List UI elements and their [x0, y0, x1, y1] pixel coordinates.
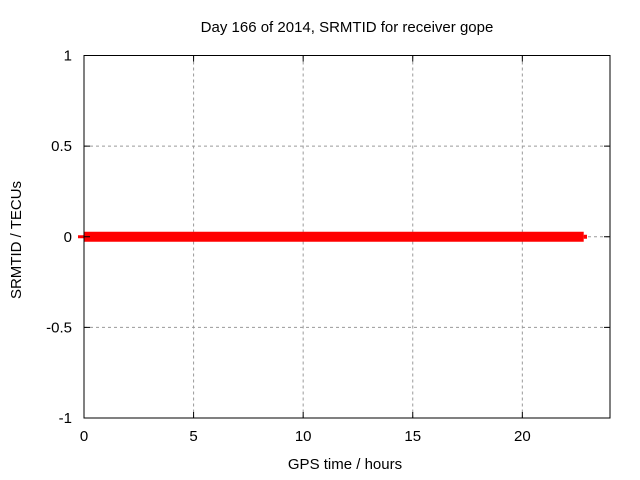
- y-tick-label: 1: [64, 48, 72, 65]
- series-line: [84, 231, 584, 242]
- x-tick-label: 5: [189, 428, 197, 445]
- y-tick-label: 0: [64, 229, 72, 246]
- chart-title: Day 166 of 2014, SRMTID for receiver gop…: [201, 19, 494, 36]
- series-line-tail: [583, 234, 587, 239]
- x-tick-label: 10: [295, 428, 312, 445]
- y-tick-label: -1: [59, 410, 72, 427]
- x-tick-label: 20: [514, 428, 531, 445]
- x-tick-label: 0: [80, 428, 88, 445]
- x-tick-label: 15: [404, 428, 421, 445]
- y-tick-label: -0.5: [46, 319, 72, 336]
- y-tick-label: 0.5: [51, 138, 72, 155]
- series-edge-artifact: [78, 235, 84, 239]
- y-axis-label: SRMTID / TECUs: [8, 181, 25, 299]
- x-axis-label: GPS time / hours: [288, 456, 402, 473]
